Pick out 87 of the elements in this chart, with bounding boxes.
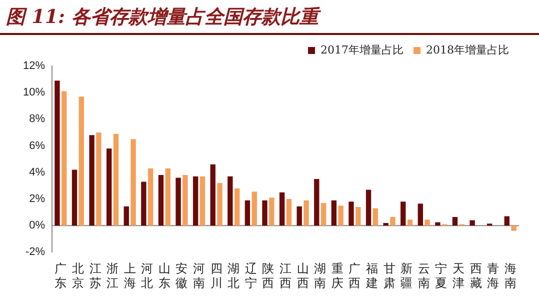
x-tick-label: 广东 [54, 262, 67, 290]
bar [314, 179, 320, 226]
bar [200, 176, 206, 226]
x-tick-label: 江苏 [89, 262, 102, 290]
bar [130, 139, 136, 226]
legend-label: 2017年增量占比 [320, 43, 404, 56]
x-tick-label: 山东 [158, 262, 170, 290]
bar [252, 192, 257, 226]
bar [89, 135, 94, 226]
x-tick-label: 河南 [193, 262, 206, 290]
bar [158, 175, 164, 226]
x-tick-label: 北京 [72, 262, 84, 290]
chart-title: 图 11: 各省存款增量占全国存款比重 [0, 0, 539, 35]
bar [262, 200, 268, 226]
bar [407, 220, 413, 226]
bar [176, 178, 181, 226]
bar [383, 222, 388, 226]
legend-label: 2018年增量占比 [426, 43, 510, 56]
x-tick-label: 河北 [141, 262, 154, 290]
bar [418, 204, 424, 226]
y-tick-label: 12% [22, 60, 46, 72]
bar [400, 202, 406, 226]
x-tick-label: 山西 [296, 262, 309, 290]
bar [148, 168, 154, 226]
x-tick-label: 上海 [124, 262, 136, 290]
bar [366, 190, 372, 226]
bar [372, 208, 378, 226]
bar [106, 148, 112, 226]
x-tick-label: 广西 [348, 262, 361, 290]
bar [504, 216, 510, 226]
bar [452, 216, 458, 226]
y-tick-label: -2% [25, 246, 46, 258]
x-tick-label: 宁夏 [435, 262, 448, 290]
x-tick-label: 海南 [504, 262, 516, 290]
y-tick-label: 4% [29, 166, 46, 178]
bar [470, 220, 475, 226]
bar [54, 80, 60, 226]
x-tick-label: 安徽 [176, 262, 188, 290]
x-tick-label: 江西 [280, 262, 292, 290]
bar [424, 220, 430, 226]
bar [234, 188, 240, 226]
bar [210, 164, 216, 226]
bar [338, 206, 344, 226]
bar [244, 200, 250, 226]
x-tick-label: 浙江 [106, 262, 119, 290]
y-tick-label: 10% [22, 86, 46, 99]
y-tick-label: 8% [29, 113, 46, 126]
bar [296, 206, 302, 226]
x-tick-label: 湖南 [314, 262, 326, 290]
bar [62, 91, 67, 226]
y-tick-label: 0% [29, 220, 46, 232]
bar [390, 216, 396, 226]
bar [356, 206, 361, 226]
x-tick-label: 天津 [452, 262, 464, 290]
x-tick-label: 云南 [418, 262, 430, 290]
y-tick-label: 2% [29, 193, 46, 206]
bar [228, 176, 233, 226]
x-tick-label: 四川 [210, 262, 222, 290]
bar [72, 170, 78, 226]
bar [217, 183, 222, 226]
bar [348, 202, 354, 226]
bar [192, 176, 198, 226]
x-tick-label: 西藏 [470, 262, 482, 290]
bar [141, 182, 146, 226]
bar [182, 175, 188, 226]
bar [96, 132, 102, 226]
bar [165, 168, 170, 226]
bar [286, 199, 292, 226]
bar [331, 200, 337, 226]
bar [279, 192, 285, 226]
x-tick-label: 辽宁 [244, 262, 257, 290]
bar [269, 198, 274, 226]
bar [511, 226, 516, 231]
bar [435, 222, 440, 226]
x-tick-label: 重庆 [331, 262, 344, 290]
bar [320, 202, 326, 226]
bar [304, 200, 309, 226]
x-tick-label: 陕西 [262, 262, 274, 290]
x-tick-label: 福建 [364, 262, 378, 290]
x-tick-label: 甘肃 [383, 262, 396, 290]
y-tick-label: 6% [29, 140, 46, 152]
x-tick-label: 湖北 [228, 262, 240, 290]
bar [124, 206, 129, 226]
x-tick-label: 新疆 [400, 262, 413, 290]
bar [78, 96, 84, 226]
x-tick-label: 青海 [487, 262, 500, 290]
bar [113, 134, 119, 226]
